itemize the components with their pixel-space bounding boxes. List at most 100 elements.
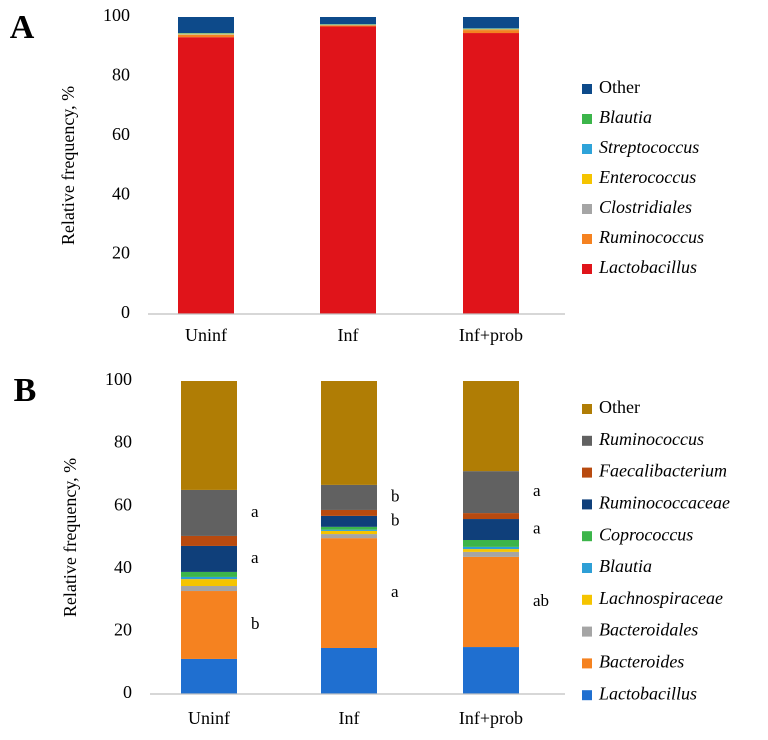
legend-swatch — [582, 626, 592, 637]
panel-label: A — [10, 9, 35, 46]
bar-segment — [178, 34, 234, 35]
bar-segment — [178, 17, 234, 34]
bar-segment — [321, 647, 377, 694]
bar-segment — [181, 489, 237, 536]
bar-segment — [320, 26, 376, 315]
y-tick-label: 40 — [114, 557, 132, 577]
bar-segment — [463, 551, 519, 557]
significance-label: b — [251, 614, 260, 633]
legend-label: Ruminococcus — [598, 429, 704, 449]
legend-label: Other — [599, 77, 640, 97]
bar-segment — [321, 538, 377, 648]
bar-segment — [463, 29, 519, 31]
bar-segment — [178, 33, 234, 35]
legend-swatch — [582, 114, 592, 124]
x-tick-label: Inf+prob — [459, 708, 523, 728]
y-axis-title: Relative frequency, % — [60, 458, 80, 617]
bar-segment — [321, 530, 377, 535]
bar-segment — [463, 556, 519, 648]
legend-swatch — [582, 563, 592, 573]
legend-swatch — [582, 144, 592, 154]
y-tick-label: 40 — [112, 183, 130, 203]
significance-label: ab — [533, 591, 549, 610]
bar-segment — [181, 579, 237, 587]
bar-segment — [321, 526, 377, 530]
bar-segment — [463, 28, 519, 30]
bar-segment — [181, 381, 237, 490]
legend-label: Faecalibacterium — [598, 461, 727, 481]
bar-segment — [463, 30, 519, 34]
bar-segment — [463, 540, 519, 547]
legend-swatch — [582, 234, 592, 244]
legend-swatch — [582, 404, 592, 414]
legend-swatch — [582, 690, 592, 701]
bar-segment — [181, 571, 237, 577]
significance-label: a — [251, 548, 259, 567]
y-tick-label: 60 — [112, 124, 130, 144]
y-tick-label: 0 — [121, 302, 130, 322]
legend-label: Lachnospiraceae — [598, 588, 723, 608]
bar-segment — [178, 37, 234, 315]
legend-swatch — [582, 658, 592, 669]
y-tick-label: 100 — [105, 369, 132, 389]
legend-label: Lactobacillus — [598, 683, 697, 703]
x-tick-label: Uninf — [188, 708, 230, 728]
y-tick-label: 0 — [123, 682, 132, 702]
legend-swatch — [582, 204, 592, 214]
legend-swatch — [582, 264, 592, 274]
bar-segment — [181, 586, 237, 592]
y-tick-label: 80 — [112, 65, 130, 85]
y-tick-label: 100 — [103, 5, 130, 25]
bar-segment — [321, 484, 377, 510]
significance-label: b — [391, 486, 400, 505]
legend-swatch — [582, 594, 592, 605]
bar-segment — [463, 546, 519, 550]
x-tick-label: Uninf — [185, 325, 227, 345]
legend-swatch — [582, 435, 592, 446]
legend-swatch — [582, 467, 592, 478]
bar-segment — [463, 549, 519, 552]
legend-label: Blautia — [599, 556, 652, 576]
bar-segment — [181, 535, 237, 546]
significance-label: b — [391, 510, 400, 529]
x-tick-label: Inf — [338, 325, 359, 345]
legend-label: Coprococcus — [599, 524, 693, 544]
bar-segment — [320, 25, 376, 27]
panel-label: B — [14, 372, 37, 409]
bar-segment — [463, 647, 519, 694]
legend-label: Streptococcus — [599, 137, 699, 157]
legend-swatch — [582, 174, 592, 184]
legend-label: Lactobacillus — [598, 257, 697, 277]
y-tick-label: 60 — [114, 494, 132, 514]
y-tick-label: 20 — [114, 620, 132, 640]
legend-label: Clostridiales — [599, 197, 692, 217]
bar-segment — [463, 381, 519, 472]
bar-segment — [181, 591, 237, 659]
significance-label: a — [391, 582, 399, 601]
bar-segment — [463, 471, 519, 514]
y-tick-label: 20 — [112, 243, 130, 263]
legend-swatch — [582, 531, 592, 542]
legend-label: Bacteroidales — [599, 620, 698, 640]
legend-swatch — [582, 84, 592, 94]
bar-segment — [178, 34, 234, 38]
bar-segment — [321, 534, 377, 539]
bar-segment — [321, 381, 377, 485]
legend-label: Bacteroides — [599, 652, 684, 672]
bar-segment — [321, 509, 377, 516]
legend-swatch — [582, 499, 592, 510]
legend-label: Other — [599, 397, 640, 417]
legend-label: Enterococcus — [598, 167, 696, 187]
y-axis-title: Relative frequency, % — [58, 86, 78, 245]
significance-label: a — [251, 502, 259, 521]
significance-label: a — [533, 481, 541, 500]
bar-segment — [463, 33, 519, 315]
x-tick-label: Inf+prob — [459, 325, 523, 345]
significance-label: a — [533, 518, 541, 537]
legend-label: Blautia — [599, 107, 652, 127]
bar-segment — [321, 529, 377, 531]
y-tick-label: 80 — [114, 432, 132, 452]
bar-segment — [181, 576, 237, 580]
bar-segment — [463, 513, 519, 520]
